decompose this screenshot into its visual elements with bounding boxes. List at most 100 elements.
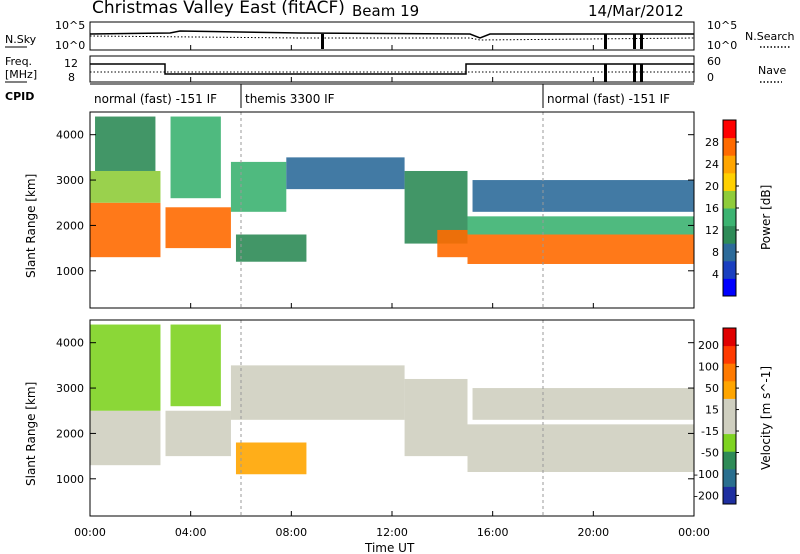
cpid-label: CPID — [5, 90, 34, 103]
heatmap-band — [230, 161, 287, 212]
colorbar-swatch — [723, 433, 736, 452]
heatmap-band — [170, 324, 221, 407]
colorbar-swatch — [723, 260, 736, 279]
power-colorbar-tick-label: 24 — [705, 158, 719, 171]
y-tick-label: 3000 — [56, 382, 84, 395]
velocity-colorbar-tick-label: -15 — [701, 425, 719, 438]
colorbar-swatch — [723, 468, 736, 487]
heatmap-band — [235, 442, 307, 475]
colorbar-swatch — [723, 243, 736, 262]
velocity-ylabel: Slant Range [km] — [24, 382, 38, 486]
x-tick-label: 00:00 — [74, 526, 106, 539]
beam-label: Beam 19 — [352, 2, 419, 20]
power-colorbar-tick-label: 16 — [705, 202, 719, 215]
x-tick-label: 20:00 — [577, 526, 609, 539]
heatmap-band — [404, 378, 468, 457]
power-colorbar-tick-label: 20 — [705, 180, 719, 193]
nsearch-tick-top: 10^5 — [707, 19, 737, 32]
colorbar-swatch — [723, 398, 736, 417]
freq-panel: Freq. [MHz] 12 8 60 0 Nave — [5, 55, 786, 84]
nave-label: Nave — [758, 64, 786, 77]
heatmap-band — [472, 388, 694, 420]
heatmap-band — [90, 202, 161, 258]
freq-unit-label: [MHz] — [5, 68, 37, 81]
colorbar-swatch — [723, 208, 736, 227]
colorbar-swatch — [723, 486, 736, 505]
colorbar-swatch — [723, 190, 736, 209]
x-tick-label: 04:00 — [175, 526, 207, 539]
y-tick-label: 2000 — [56, 219, 84, 232]
nsky-tick-bottom: 10^0 — [55, 39, 85, 52]
x-tick-label: 16:00 — [477, 526, 509, 539]
cpid-segment-label: themis 3300 IF — [245, 92, 335, 106]
colorbar-swatch — [723, 416, 736, 435]
colorbar-swatch — [723, 345, 736, 364]
y-tick-label: 4000 — [56, 337, 84, 350]
freq-tick-top: 12 — [64, 57, 78, 70]
heatmap-band — [286, 157, 405, 190]
heatmap-band — [467, 216, 694, 235]
nsky-label: N.Sky — [5, 33, 37, 46]
velocity-colorbar-tick-label: 50 — [705, 382, 719, 395]
time-axis: 00:00 04:00 08:00 12:00 16:00 20:00 00:00 — [74, 45, 710, 539]
nsky-dropout-3 — [633, 34, 636, 49]
velocity-colorbar-tick-label: 200 — [698, 339, 719, 352]
y-tick-label: 1000 — [56, 473, 84, 486]
colorbar-swatch — [723, 451, 736, 470]
nsky-dropout-4 — [640, 34, 643, 49]
x-tick-label: 12:00 — [376, 526, 408, 539]
velocity-colorbar-tick-label: -50 — [701, 446, 719, 459]
velocity-colorbar-tick-label: 100 — [698, 361, 719, 374]
colorbar-swatch — [723, 328, 736, 347]
heatmap-band — [467, 234, 694, 264]
velocity-colorbar-tick-label: -200 — [694, 489, 719, 502]
y-tick-label: 4000 — [56, 129, 84, 142]
colorbar-swatch — [723, 172, 736, 191]
velocity-panel: 1000 2000 3000 4000 Slant Range [km] 200 100… — [24, 319, 773, 517]
nsearch-label: N.Search — [745, 30, 795, 43]
colorbar-swatch — [723, 137, 736, 156]
heatmap-band — [95, 116, 156, 171]
colorbar-swatch — [723, 155, 736, 174]
freq-dropout-3 — [640, 64, 643, 82]
nsearch-trace — [89, 35, 695, 41]
heatmap-band — [437, 229, 468, 258]
x-tick-label: 00:00 — [678, 526, 710, 539]
x-tick-label: 08:00 — [275, 526, 307, 539]
heatmap-band — [230, 365, 405, 420]
freq-tick-bottom: 8 — [68, 71, 75, 84]
power-colorbar-label: Power [dB] — [759, 185, 773, 250]
heatmap-band — [90, 324, 161, 411]
power-colorbar-tick-label: 8 — [712, 246, 719, 259]
nave-tick-bottom: 0 — [707, 71, 714, 84]
power-panel: 1000 2000 3000 4000 Slant Range [km] 4 8 12 16… — [24, 111, 773, 309]
nsky-tick-top: 10^5 — [55, 19, 85, 32]
power-colorbar-tick-label: 28 — [705, 136, 719, 149]
time-axis-label: Time UT — [364, 541, 415, 554]
heatmap-band — [90, 410, 161, 466]
date-label: 14/Mar/2012 — [588, 2, 684, 20]
velocity-colorbar-label: Velocity [m s^-1] — [759, 366, 773, 470]
freq-label: Freq. — [5, 55, 32, 68]
freq-trace — [90, 63, 694, 75]
heatmap-band — [90, 170, 161, 203]
colorbar-swatch — [723, 380, 736, 399]
cpid-segment-label: normal (fast) -151 IF — [94, 92, 217, 106]
heatmap-band — [170, 116, 221, 199]
velocity-colorbar-tick-label: 15 — [705, 404, 719, 417]
nave-tick-top: 60 — [707, 55, 721, 68]
nsky-dropout-1 — [321, 34, 324, 49]
heatmap-band — [235, 234, 307, 262]
power-ylabel: Slant Range [km] — [24, 174, 38, 278]
power-colorbar-tick-label: 4 — [712, 268, 719, 281]
y-tick-label: 2000 — [56, 427, 84, 440]
colorbar-swatch — [723, 120, 736, 139]
freq-dropout-2 — [633, 64, 636, 82]
heatmap-band — [165, 410, 231, 457]
nsky-trace — [89, 30, 694, 39]
heatmap-band — [472, 180, 694, 212]
velocity-colorbar-tick-label: -100 — [694, 468, 719, 481]
colorbar-swatch — [723, 278, 736, 297]
cpid-segment-label: normal (fast) -151 IF — [547, 92, 670, 106]
